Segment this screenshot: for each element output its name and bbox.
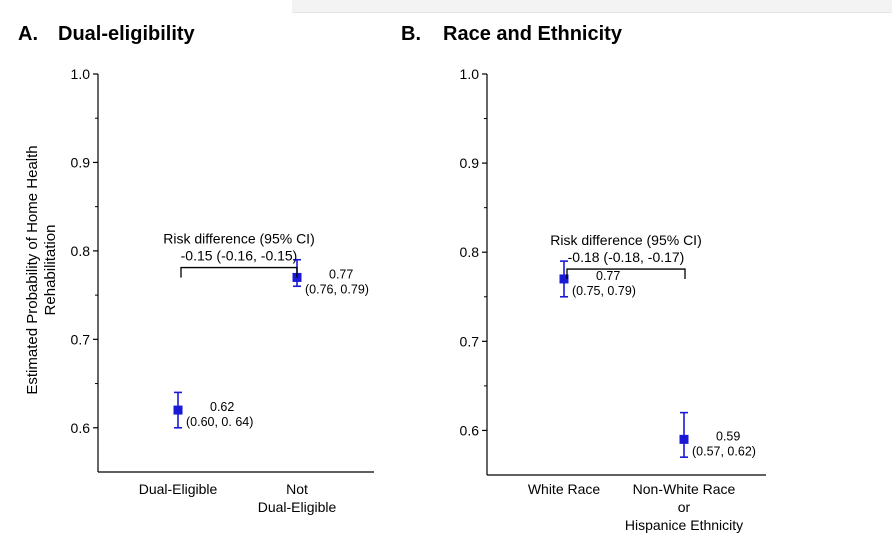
x-category-label: White Race	[528, 481, 601, 497]
data-point-marker	[559, 274, 569, 284]
y-tick-label: 0.8	[71, 243, 91, 259]
risk-difference-title: Risk difference (95% CI)	[163, 231, 314, 247]
data-point-marker	[679, 434, 689, 444]
y-tick-label: 0.9	[460, 155, 480, 171]
y-tick-label: 1.0	[460, 66, 480, 82]
risk-difference-bracket	[180, 266, 298, 278]
panel-letter: A.	[18, 23, 38, 45]
y-axis-label-line-1: Estimated Probability of Home Health	[24, 145, 41, 394]
point-ci-label: (0.57, 0.62)	[692, 444, 756, 458]
y-axis-label: Estimated Probability of Home Health Reh…	[24, 145, 59, 394]
point-value-label: 0.59	[716, 429, 740, 443]
x-category-label: Hispanice Ethnicity	[625, 517, 743, 533]
chart-panel-1: B. Race and Ethnicity0.60.70.80.91.00.77(…	[401, 23, 766, 533]
point-value-label: 0.62	[210, 400, 234, 414]
risk-difference-value: -0.18 (-0.18, -0.17)	[568, 249, 685, 265]
point-value-label: 0.77	[596, 269, 620, 283]
x-category-label: Not	[286, 481, 308, 497]
x-category-label: Dual-Eligible	[258, 499, 337, 515]
window-top-strip	[292, 0, 892, 13]
y-tick-label: 1.0	[71, 66, 91, 82]
point-value-label: 0.77	[329, 267, 353, 281]
data-point-marker	[173, 405, 183, 415]
x-category-label: Dual-Eligible	[139, 481, 218, 497]
panel-title: Dual-eligibility	[58, 23, 196, 45]
risk-difference-value: -0.15 (-0.16, -0.15)	[181, 248, 298, 264]
y-tick-label: 0.6	[460, 422, 480, 438]
x-category-label: Non-White Race	[633, 481, 736, 497]
y-tick-label: 0.7	[71, 331, 91, 347]
point-ci-label: (0.60, 0. 64)	[186, 415, 253, 429]
chart-panel-0: A. Dual-eligibility0.60.70.80.91.00.62(0.…	[18, 23, 374, 515]
point-ci-label: (0.76, 0.79)	[305, 282, 369, 296]
panel-letter: B.	[401, 23, 421, 45]
risk-difference-title: Risk difference (95% CI)	[550, 232, 701, 248]
y-axis-label-line-2: Rehabilitation	[42, 225, 59, 316]
x-category-label: or	[678, 499, 691, 515]
risk-difference-bracket	[566, 268, 686, 280]
panel-title: Race and Ethnicity	[443, 23, 623, 45]
point-ci-label: (0.75, 0.79)	[572, 284, 636, 298]
y-tick-label: 0.9	[71, 154, 91, 170]
y-tick-label: 0.7	[460, 333, 480, 349]
y-tick-label: 0.8	[460, 244, 480, 260]
y-tick-label: 0.6	[71, 420, 91, 436]
